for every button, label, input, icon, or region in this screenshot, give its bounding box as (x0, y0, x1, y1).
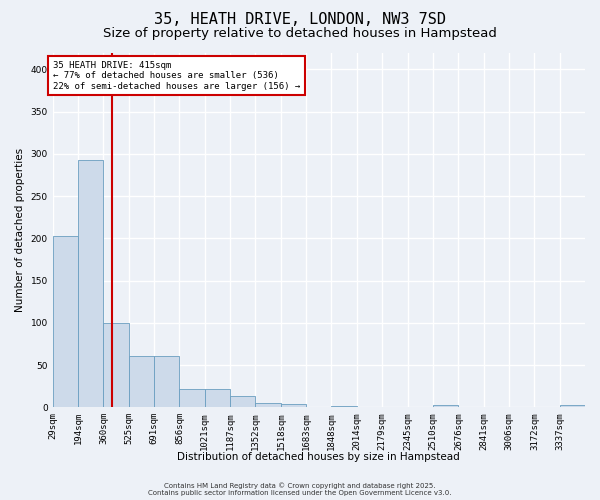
Bar (433, 404, 458, 407)
Bar (560, 404, 585, 407)
Text: Contains public sector information licensed under the Open Government Licence v3: Contains public sector information licen… (148, 490, 452, 496)
Bar (154, 356, 179, 407)
Bar (78, 160, 103, 407)
Text: 35 HEATH DRIVE: 415sqm
← 77% of detached houses are smaller (536)
22% of semi-de: 35 HEATH DRIVE: 415sqm ← 77% of detached… (53, 61, 300, 90)
X-axis label: Distribution of detached houses by size in Hampstead: Distribution of detached houses by size … (178, 452, 460, 462)
Y-axis label: Number of detached properties: Number of detached properties (15, 148, 25, 312)
Bar (256, 403, 281, 407)
Bar (179, 390, 205, 407)
Bar (230, 396, 256, 407)
Bar (205, 390, 230, 407)
Text: Size of property relative to detached houses in Hampstead: Size of property relative to detached ho… (103, 28, 497, 40)
Bar (331, 406, 357, 407)
Bar (281, 404, 306, 407)
Bar (53, 236, 78, 407)
Bar (128, 356, 154, 407)
Text: Contains HM Land Registry data © Crown copyright and database right 2025.: Contains HM Land Registry data © Crown c… (164, 482, 436, 489)
Bar (103, 323, 128, 407)
Text: 35, HEATH DRIVE, LONDON, NW3 7SD: 35, HEATH DRIVE, LONDON, NW3 7SD (154, 12, 446, 28)
